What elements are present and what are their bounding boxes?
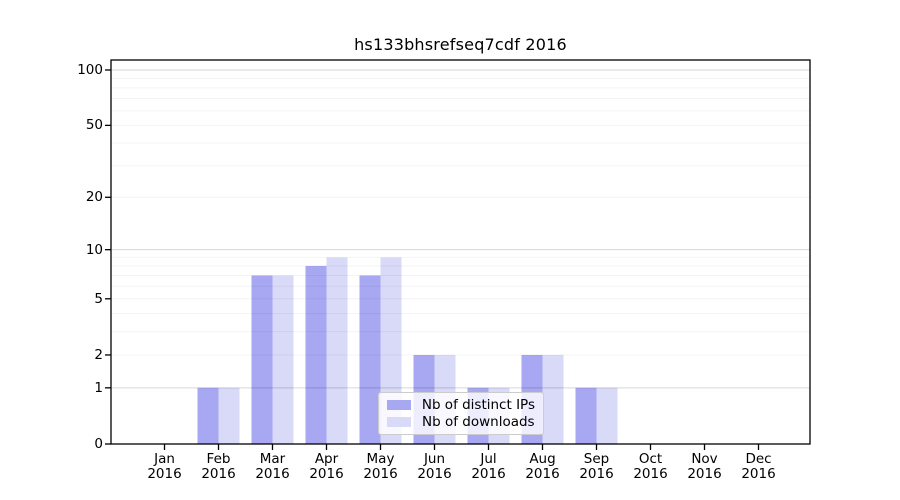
- legend-label-distinct-ips: Nb of distinct IPs: [421, 396, 535, 413]
- legend-swatch-downloads: [387, 417, 411, 428]
- x-tick-label: Jun 2016: [417, 451, 452, 482]
- x-tick-label: Jul 2016: [471, 451, 506, 482]
- y-tick-label: 20: [85, 189, 103, 206]
- chart-title: hs133bhsrefseq7cdf 2016: [354, 35, 567, 54]
- bar-downloads-aug: [542, 354, 564, 444]
- bar-distinct-ips-feb: [197, 387, 219, 444]
- bar-downloads-mar: [272, 275, 294, 444]
- y-tick-label: 50: [85, 117, 103, 134]
- legend-swatch-distinct-ips: [387, 399, 411, 410]
- legend-label-downloads: Nb of downloads: [422, 414, 535, 431]
- bar-downloads-apr: [326, 257, 348, 444]
- x-tick-label: Jan 2016: [147, 451, 182, 482]
- legend: Nb of distinct IPs Nb of downloads: [378, 392, 544, 435]
- y-tick-label: 100: [77, 62, 103, 78]
- bar-downloads-feb: [218, 387, 240, 444]
- plot-border: [110, 59, 811, 445]
- x-tick-label: Nov 2016: [687, 451, 722, 482]
- y-tick-label: 1: [94, 379, 103, 396]
- x-tick-label: Mar 2016: [255, 451, 290, 482]
- legend-item-downloads: Nb of downloads: [387, 414, 535, 430]
- x-tick-label: Dec 2016: [741, 451, 776, 482]
- y-tick-label: 10: [85, 241, 103, 258]
- gridlines: [112, 69, 810, 389]
- x-tick-label: Feb 2016: [201, 451, 236, 482]
- y-tick-label: 5: [94, 290, 103, 307]
- x-tick-label: Aug 2016: [525, 451, 560, 482]
- legend-item-distinct-ips: Nb of distinct IPs: [387, 397, 535, 413]
- y-tick-label: 2: [94, 346, 103, 363]
- y-tick-label: 0: [94, 436, 103, 452]
- x-tick-label: Oct 2016: [633, 451, 668, 482]
- tick-marks: [105, 69, 760, 450]
- bar-distinct-ips-may: [359, 275, 381, 444]
- x-tick-label: Sep 2016: [579, 451, 614, 482]
- x-tick-label: Apr 2016: [309, 451, 344, 482]
- bar-distinct-ips-mar: [251, 275, 273, 444]
- bar-distinct-ips-sep: [575, 387, 597, 444]
- bar-downloads-sep: [596, 387, 618, 444]
- x-tick-label: May 2016: [363, 451, 398, 482]
- bar-distinct-ips-apr: [305, 265, 327, 444]
